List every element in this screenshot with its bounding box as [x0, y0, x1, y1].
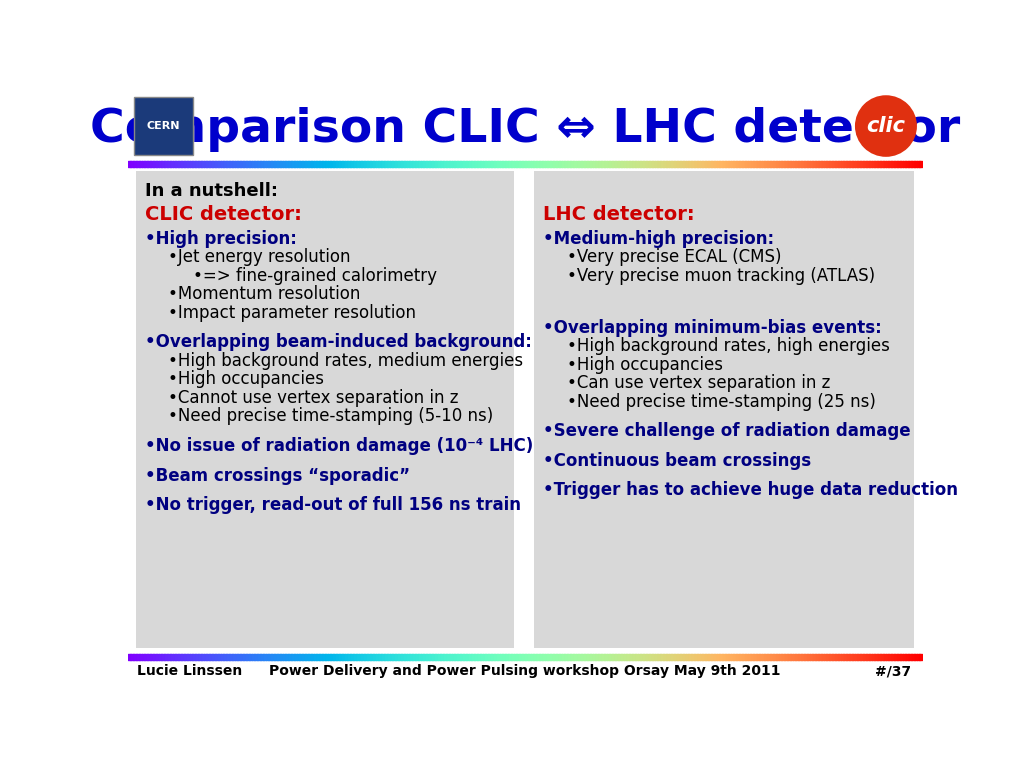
Text: •Cannot use vertex separation in z: •Cannot use vertex separation in z [168, 389, 459, 407]
Text: clic: clic [866, 116, 905, 136]
Text: •High occupancies: •High occupancies [168, 370, 325, 389]
Text: •High background rates, medium energies: •High background rates, medium energies [168, 352, 523, 370]
Text: •Overlapping minimum-bias events:: •Overlapping minimum-bias events: [544, 319, 882, 336]
Text: CERN: CERN [146, 121, 180, 131]
Text: •No trigger, read-out of full 156 ns train: •No trigger, read-out of full 156 ns tra… [145, 496, 521, 514]
Text: •=> fine-grained calorimetry: •=> fine-grained calorimetry [194, 267, 437, 285]
Text: •Continuous beam crossings: •Continuous beam crossings [544, 452, 812, 470]
Bar [535, 171, 913, 648]
Text: •Severe challenge of radiation damage: •Severe challenge of radiation damage [544, 422, 911, 440]
Text: Power Delivery and Power Pulsing workshop Orsay May 9th 2011: Power Delivery and Power Pulsing worksho… [269, 664, 780, 678]
Text: •Very precise ECAL (CMS): •Very precise ECAL (CMS) [566, 249, 781, 266]
Text: •Trigger has to achieve huge data reduction: •Trigger has to achieve huge data reduct… [544, 482, 958, 499]
Text: •High occupancies: •High occupancies [566, 356, 723, 374]
Text: •High precision:: •High precision: [145, 230, 297, 248]
Bar [128, 167, 922, 648]
Text: LHC detector:: LHC detector: [544, 205, 695, 224]
Circle shape [855, 95, 916, 157]
Text: •Very precise muon tracking (ATLAS): •Very precise muon tracking (ATLAS) [566, 267, 874, 285]
Bar [134, 97, 194, 155]
Text: •Momentum resolution: •Momentum resolution [168, 286, 360, 303]
Text: •Impact parameter resolution: •Impact parameter resolution [168, 304, 417, 322]
Text: •Beam crossings “sporadic”: •Beam crossings “sporadic” [145, 466, 411, 485]
Text: Lucie Linssen: Lucie Linssen [137, 664, 243, 678]
Text: •Overlapping beam-induced background:: •Overlapping beam-induced background: [145, 333, 531, 352]
Text: •No issue of radiation damage (10⁻⁴ LHC): •No issue of radiation damage (10⁻⁴ LHC) [145, 437, 534, 455]
Bar [136, 171, 514, 648]
Bar [128, 660, 922, 684]
Text: •Medium-high precision:: •Medium-high precision: [544, 230, 774, 248]
Text: •Can use vertex separation in z: •Can use vertex separation in z [566, 374, 830, 392]
Text: •Jet energy resolution: •Jet energy resolution [168, 249, 351, 266]
Text: Comparison CLIC ⇔ LHC detector: Comparison CLIC ⇔ LHC detector [90, 107, 959, 151]
Text: •Need precise time-stamping (5-10 ns): •Need precise time-stamping (5-10 ns) [168, 407, 494, 425]
Text: •Need precise time-stamping (25 ns): •Need precise time-stamping (25 ns) [566, 392, 876, 411]
Text: •High background rates, high energies: •High background rates, high energies [566, 337, 890, 355]
Bar [128, 92, 922, 161]
Text: In a nutshell:: In a nutshell: [145, 182, 279, 200]
Text: #/37: #/37 [874, 664, 910, 678]
Text: CLIC detector:: CLIC detector: [145, 205, 302, 224]
